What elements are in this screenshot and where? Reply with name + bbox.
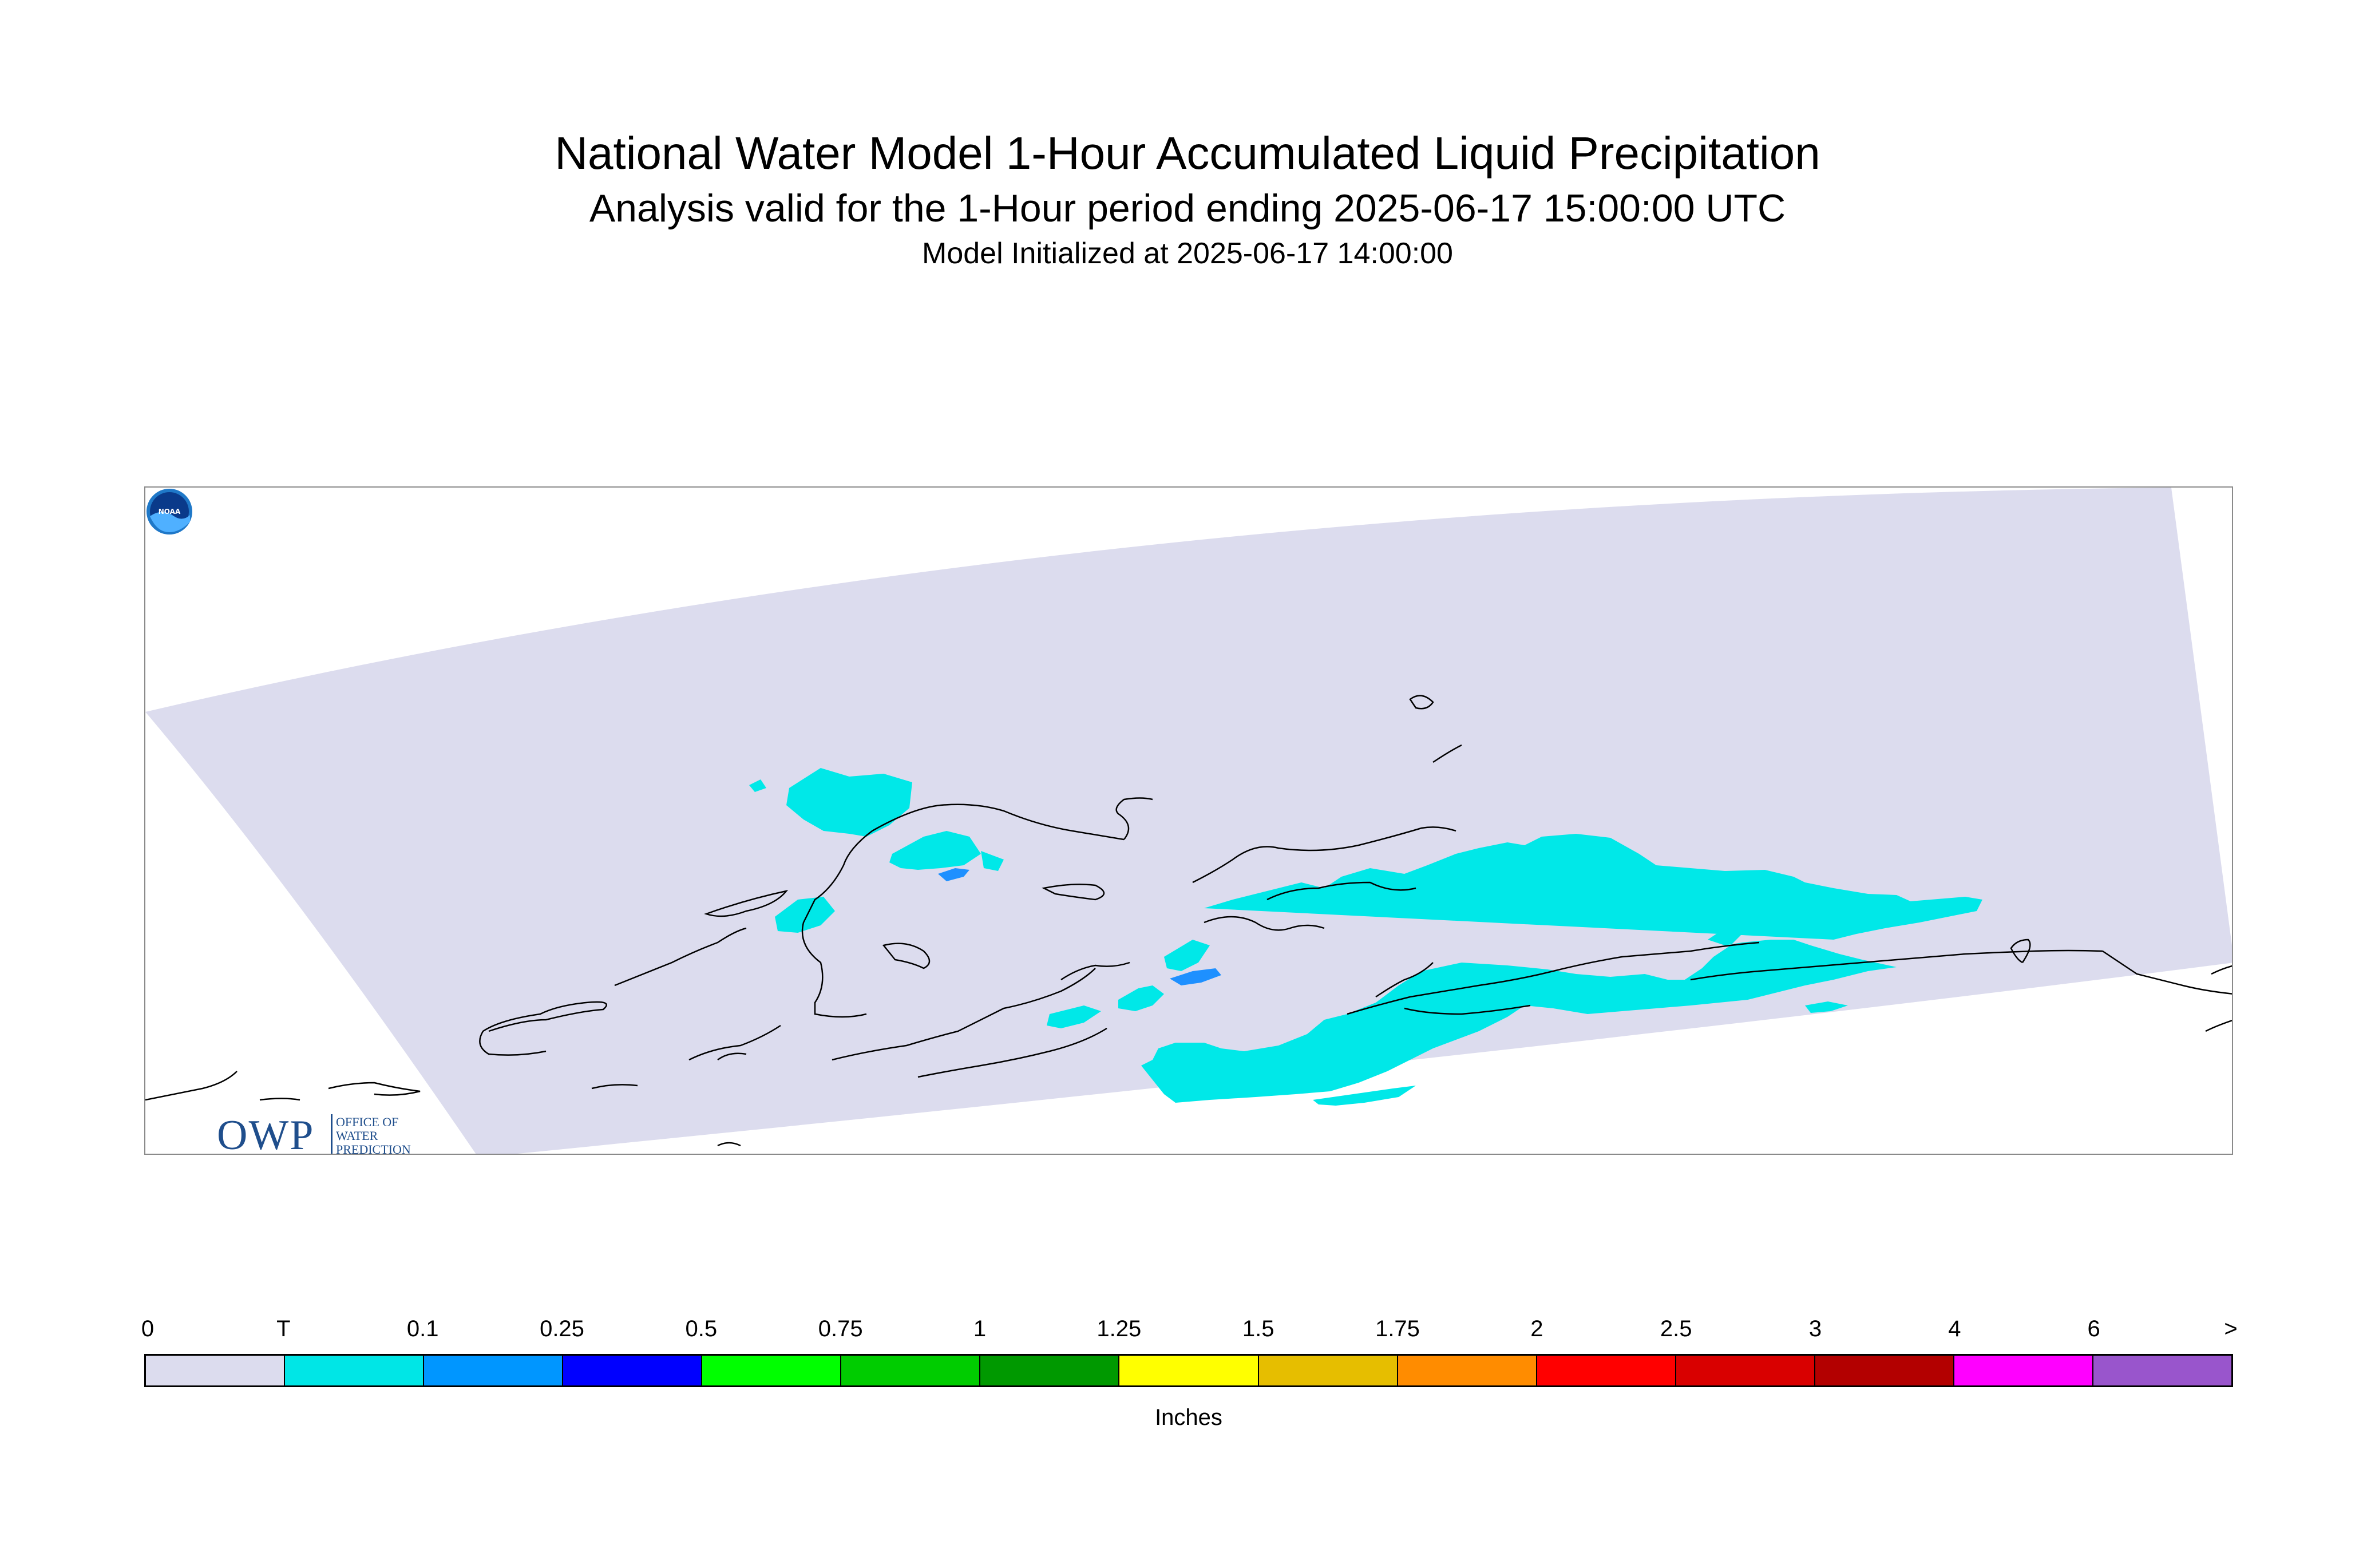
map-panel: OWP OFFICE OF WATER PREDICTION NOAA — [144, 486, 2233, 1155]
legend-swatch — [1815, 1356, 1954, 1385]
coastline — [1115, 797, 1153, 840]
legend-swatch — [1676, 1356, 1815, 1385]
map-title: National Water Model 1-Hour Accumulated … — [555, 128, 1820, 179]
coastline — [917, 1027, 1107, 1078]
coastline — [328, 1082, 421, 1096]
coastline — [2205, 1020, 2232, 1032]
legend-label: > — [2224, 1316, 2238, 1341]
precip-area — [1170, 968, 1221, 985]
precip-area — [889, 831, 981, 870]
coastline — [1060, 961, 1130, 981]
legend-label: 4 — [1948, 1316, 1961, 1341]
precip-area — [1313, 1086, 1416, 1106]
legend-color-bar — [144, 1354, 2233, 1387]
color-legend: 0 T 0.1 0.25 0.5 0.75 1 1.25 1.5 1.75 2 2.5 3 4 6 > Inc… — [141, 1310, 2238, 1454]
owp-line-3: PREDICTION — [336, 1142, 411, 1155]
owp-logo: OWP OFFICE OF WATER PREDICTION — [217, 1110, 457, 1155]
coastline — [704, 890, 789, 917]
precip-area — [938, 868, 969, 881]
coastline — [479, 1001, 607, 1056]
legend-label: 0.1 — [406, 1316, 439, 1341]
legend-label: 1 — [973, 1316, 987, 1341]
precip-area — [1141, 834, 1982, 1103]
legend-swatch — [1398, 1356, 1537, 1385]
coastline — [688, 1024, 781, 1061]
owp-line-2: WATER — [336, 1129, 378, 1143]
coastline — [717, 1142, 741, 1147]
coastline — [1347, 941, 1760, 1015]
legend-swatch — [424, 1356, 564, 1385]
legend-swatch — [146, 1356, 286, 1385]
legend-swatch — [1119, 1356, 1259, 1385]
legend-labels: 0 T 0.1 0.25 0.5 0.75 1 1.25 1.5 1.75 2 2.5 3 4 6 > — [141, 1310, 2238, 1345]
legend-swatch — [980, 1356, 1120, 1385]
coastline — [1690, 949, 2103, 981]
legend-unit-label: Inches — [1155, 1405, 1222, 1430]
precip-area — [749, 779, 766, 792]
coastline — [1409, 695, 1434, 710]
coastline — [145, 1071, 238, 1101]
legend-swatch — [563, 1356, 703, 1385]
legend-swatch — [285, 1356, 425, 1385]
precip-area — [1164, 940, 1210, 971]
legend-swatch — [702, 1356, 842, 1385]
coastline — [2211, 965, 2232, 975]
precip-area — [775, 897, 835, 933]
legend-swatch — [1537, 1356, 1676, 1385]
precip-area — [981, 851, 1004, 871]
coastline — [259, 1098, 300, 1101]
coastlines — [145, 695, 2232, 1147]
owp-logo-text: OWP — [217, 1112, 315, 1155]
owp-logo-divider — [331, 1114, 332, 1154]
noaa-logo: NOAA — [147, 489, 192, 534]
legend-label: 1.75 — [1375, 1316, 1420, 1341]
coastline — [1404, 1004, 1531, 1015]
coastline — [1204, 916, 1325, 931]
legend-label: 0.75 — [818, 1316, 863, 1341]
model-init-text: Model Initialized at 2025-06-17 14:00:00 — [922, 237, 1453, 270]
legend-label: 2 — [1530, 1316, 1543, 1341]
coastline — [2102, 950, 2232, 995]
owp-line-1: OFFICE OF — [336, 1115, 399, 1129]
legend-label: 1.5 — [1242, 1316, 1274, 1341]
coastline — [1192, 826, 1456, 884]
legend-label: 1.25 — [1097, 1316, 1142, 1341]
legend-label: 2.5 — [1660, 1316, 1692, 1341]
precip-map — [145, 488, 2232, 1154]
precip-area — [786, 768, 912, 837]
legend-swatch — [1258, 1356, 1398, 1385]
owp-logo-subtitle: OFFICE OF WATER PREDICTION — [336, 1115, 450, 1155]
legend-label: 3 — [1808, 1316, 1822, 1341]
legend-label: 0.25 — [540, 1316, 584, 1341]
coastline — [832, 968, 1096, 1061]
map-subtitle: Analysis valid for the 1-Hour period end… — [589, 187, 1786, 230]
precip-area — [1805, 1001, 1848, 1013]
legend-label: 0 — [141, 1316, 155, 1341]
legend-swatch — [1954, 1356, 2093, 1385]
precip-area — [1536, 980, 1588, 994]
legend-label: T — [276, 1316, 291, 1341]
coastline — [801, 830, 873, 1018]
legend-label: 6 — [2087, 1316, 2100, 1341]
legend-label: 0.5 — [685, 1316, 718, 1341]
coastline — [882, 943, 931, 969]
coastline — [1432, 744, 1462, 763]
coastline — [614, 927, 747, 987]
noaa-logo-text: NOAA — [159, 508, 181, 516]
coastline — [2010, 939, 2031, 964]
precip-area — [1118, 985, 1164, 1011]
legend-swatch — [841, 1356, 981, 1385]
precip-areas-light — [938, 868, 1221, 985]
coastline — [1375, 962, 1434, 998]
coastline — [872, 803, 1125, 841]
coastline — [1042, 884, 1105, 901]
coastline — [591, 1084, 638, 1090]
precip-area — [1047, 1005, 1101, 1028]
coastline — [717, 1052, 747, 1061]
precip-area — [1427, 971, 1565, 1005]
legend-swatch — [2093, 1356, 2231, 1385]
coastline — [1266, 881, 1416, 901]
precip-areas — [749, 768, 1982, 1106]
